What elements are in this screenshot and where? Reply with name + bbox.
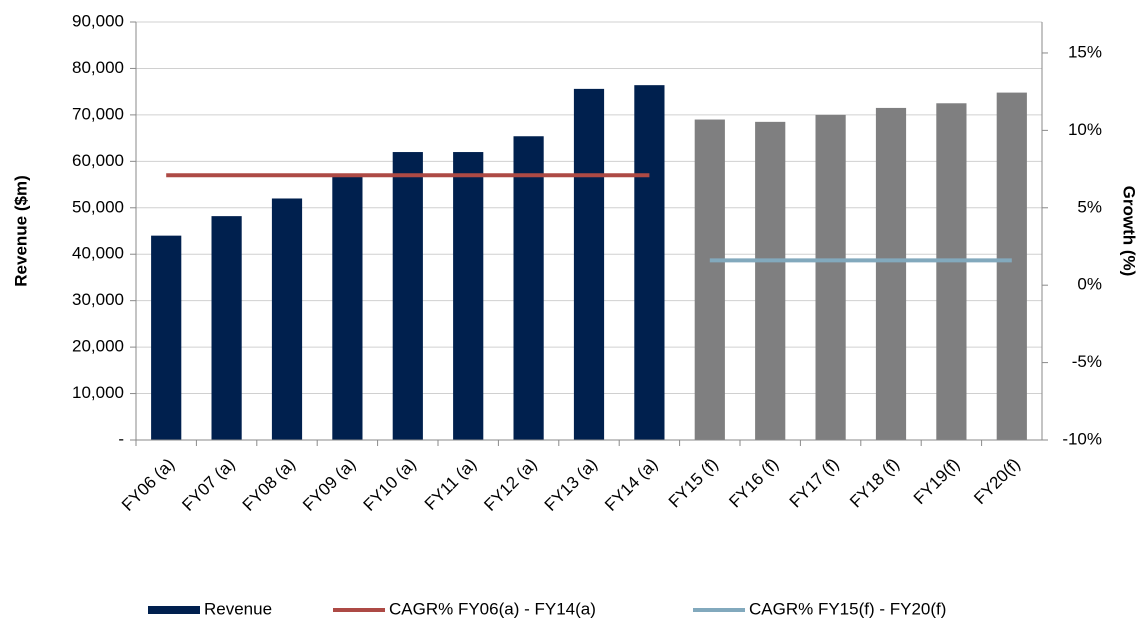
legend-label: CAGR% FY15(f) - FY20(f) xyxy=(749,599,946,618)
legend-swatch xyxy=(148,606,200,614)
y2-axis-title: Growth (%) xyxy=(1120,186,1139,277)
bar xyxy=(513,136,544,440)
bar xyxy=(332,175,363,440)
x-tick-label: FY20(f) xyxy=(970,455,1024,509)
bar xyxy=(573,88,605,440)
bar xyxy=(392,152,423,441)
bar xyxy=(271,198,303,440)
y-tick-label: 30,000 xyxy=(72,290,124,309)
x-tick-label: FY17 (f) xyxy=(786,455,843,512)
y-tick-label: 10,000 xyxy=(72,383,124,402)
x-tick-label: FY08 (a) xyxy=(239,455,299,515)
y2-tick-label: -5% xyxy=(1072,352,1102,371)
x-tick-label: FY12 (a) xyxy=(480,455,540,515)
x-tick-label: FY15 (f) xyxy=(665,455,722,512)
bar xyxy=(151,235,182,440)
y-axis-title: Revenue ($m) xyxy=(11,175,30,286)
x-tick-label: FY19(f) xyxy=(910,455,964,509)
bar xyxy=(996,92,1027,441)
x-tick-label: FY09 (a) xyxy=(299,455,359,515)
y2-tick-label: 0% xyxy=(1077,275,1102,294)
x-tick-label: FY11 (a) xyxy=(421,455,480,514)
x-tick-label: FY06 (a) xyxy=(118,455,178,515)
y-tick-label: 80,000 xyxy=(72,58,124,77)
bar xyxy=(755,121,786,440)
y-tick-label: 50,000 xyxy=(72,197,124,216)
bar xyxy=(815,114,846,440)
y-tick-label: 60,000 xyxy=(72,151,124,170)
y-tick-label: 90,000 xyxy=(72,11,124,30)
y2-tick-label: -10% xyxy=(1062,429,1102,448)
x-tick-label: FY16 (f) xyxy=(725,455,782,512)
bar xyxy=(634,85,665,441)
y-tick-label: 40,000 xyxy=(72,244,124,263)
legend-label: CAGR% FY06(a) - FY14(a) xyxy=(389,599,596,618)
y-tick-label: 20,000 xyxy=(72,337,124,356)
bar xyxy=(694,119,725,441)
bar xyxy=(211,216,242,440)
x-tick-label: FY13 (a) xyxy=(541,455,601,515)
x-tick-label: FY18 (f) xyxy=(846,455,903,512)
bar xyxy=(453,152,484,441)
bar xyxy=(936,103,967,441)
x-tick-label: FY14 (a) xyxy=(601,455,661,515)
x-tick-label: FY10 (a) xyxy=(360,455,420,515)
y2-tick-label: 10% xyxy=(1068,120,1102,139)
y-tick-label: - xyxy=(118,429,124,448)
y2-tick-label: 5% xyxy=(1077,197,1102,216)
y-tick-label: 70,000 xyxy=(72,104,124,123)
legend-label: Revenue xyxy=(204,599,272,618)
x-tick-label: FY07 (a) xyxy=(178,455,238,515)
bar xyxy=(875,107,907,440)
y2-tick-label: 15% xyxy=(1068,42,1102,61)
